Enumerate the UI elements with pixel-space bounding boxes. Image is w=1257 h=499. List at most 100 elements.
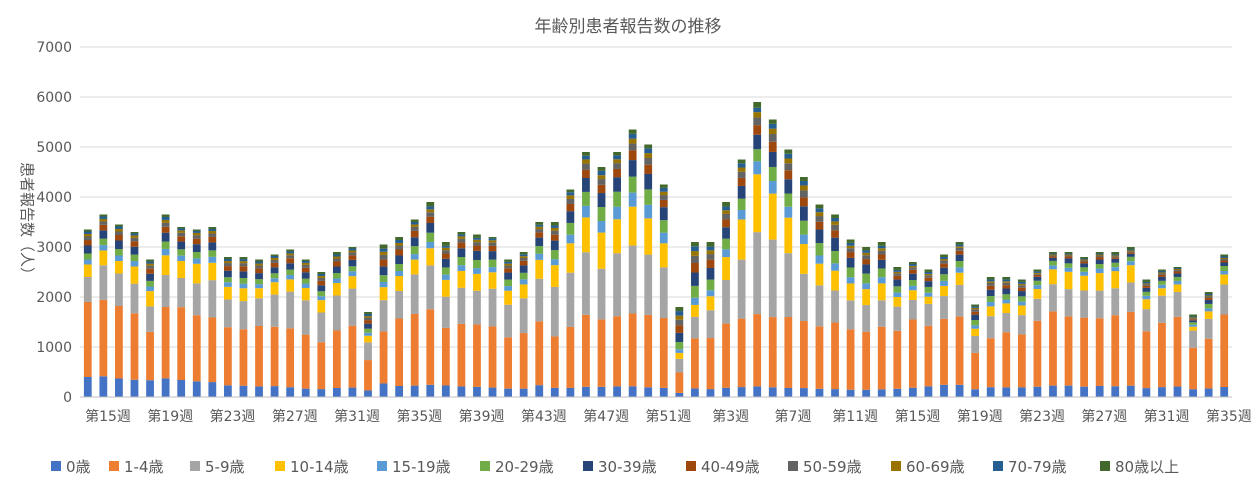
bar-segment [1049, 252, 1057, 254]
bar-segment [768, 193, 777, 240]
bar-segment [893, 279, 902, 287]
bar-segment [1080, 290, 1088, 318]
bar-segment [1049, 256, 1057, 258]
bar-segment [846, 252, 855, 258]
bar-segment [535, 222, 544, 225]
bar-segment [270, 259, 279, 263]
bar-segment [364, 390, 372, 397]
bar-segment [1111, 254, 1120, 256]
bar-segment [301, 264, 310, 268]
bar-segment [473, 250, 481, 260]
bar-segment [364, 360, 372, 391]
bar-segment [955, 247, 964, 251]
bar-segment [1173, 280, 1182, 285]
bar-segment [613, 191, 621, 207]
bar-segment [691, 262, 699, 273]
bar-segment [986, 306, 995, 317]
bar-segment [737, 171, 746, 178]
bar-segment [644, 153, 653, 159]
legend-label: 40-49歳 [701, 458, 760, 476]
bar-segment [161, 222, 170, 227]
bar-segment [831, 251, 839, 264]
bar-segment [115, 261, 123, 274]
bar-segment [784, 388, 793, 397]
bar-segment [395, 264, 404, 271]
bar-segment [1064, 385, 1073, 397]
bar-segment [146, 331, 154, 381]
bar-segment [1189, 318, 1197, 320]
bar-segment [1158, 387, 1166, 397]
bar-segment [722, 323, 730, 388]
bar-segment [628, 143, 637, 151]
bar-segment [582, 314, 590, 387]
bar-segment [1173, 269, 1182, 272]
bar-segment [410, 221, 419, 225]
bar-segment [550, 259, 559, 266]
bar-segment [644, 164, 653, 174]
legend-label: 60-69歳 [906, 458, 965, 476]
bar-segment [550, 265, 559, 287]
bar-segment [877, 300, 886, 327]
bar-segment [1142, 283, 1151, 285]
bar-segment [597, 170, 606, 176]
bar-segment [706, 254, 715, 260]
bars [83, 102, 1229, 397]
x-tick-label: 第15週 [85, 408, 131, 425]
bar-segment [473, 239, 481, 243]
x-tick-label: 第19週 [957, 408, 1003, 425]
bar-segment [1173, 273, 1182, 277]
bar-segment [691, 297, 699, 305]
bar-segment [301, 334, 310, 389]
bar-segment [1064, 267, 1073, 272]
bar-segment [1111, 252, 1120, 255]
bar-segment [582, 177, 590, 192]
bar-segment [940, 280, 948, 286]
bar-segment [379, 248, 388, 252]
bar-segment [1017, 315, 1026, 335]
bar-segment [1095, 385, 1104, 397]
bar-segment [846, 300, 855, 330]
bar-segment [379, 251, 388, 255]
bar-segment [239, 301, 248, 330]
bar-segment [986, 387, 995, 397]
bar-segment [1017, 291, 1026, 297]
bar-segment [161, 306, 170, 379]
bar-segment [161, 255, 170, 276]
bar-segment [753, 125, 762, 135]
bar-segment [628, 313, 637, 387]
bar-segment [582, 163, 590, 170]
bar-segment [1189, 347, 1197, 390]
bar-segment [862, 283, 871, 290]
bar-segment [613, 155, 621, 160]
bar-segment [208, 236, 217, 243]
bar-segment [924, 281, 933, 287]
bar-segment [800, 177, 808, 181]
bar-segment [1220, 284, 1229, 315]
bar-segment [115, 273, 123, 306]
bar-segment [332, 330, 341, 388]
bar-segment [1033, 298, 1042, 321]
bar-segment [597, 221, 606, 233]
bar-segment [815, 208, 824, 213]
bar-segment [691, 304, 699, 317]
bar-segment [1142, 299, 1151, 310]
bar-segment [768, 166, 777, 181]
bar-segment [255, 259, 263, 262]
x-tick-label: 第39週 [459, 408, 505, 425]
bar-segment [364, 316, 372, 318]
bar-segment [1126, 252, 1135, 254]
bar-segment [1158, 270, 1166, 273]
bar-segment [815, 326, 824, 389]
bar-segment [473, 273, 481, 291]
bar-segment [706, 389, 715, 397]
bar-segment [1080, 261, 1088, 264]
bar-segment [83, 253, 92, 260]
x-tick-label: 第35週 [1206, 408, 1252, 425]
bar-segment [1033, 285, 1042, 290]
bar-segment [410, 237, 419, 247]
bar-segment [348, 255, 357, 260]
bar-segment [1158, 276, 1166, 281]
bar-segment [535, 321, 544, 386]
bar-segment [675, 358, 684, 373]
bar-segment [1189, 319, 1197, 321]
